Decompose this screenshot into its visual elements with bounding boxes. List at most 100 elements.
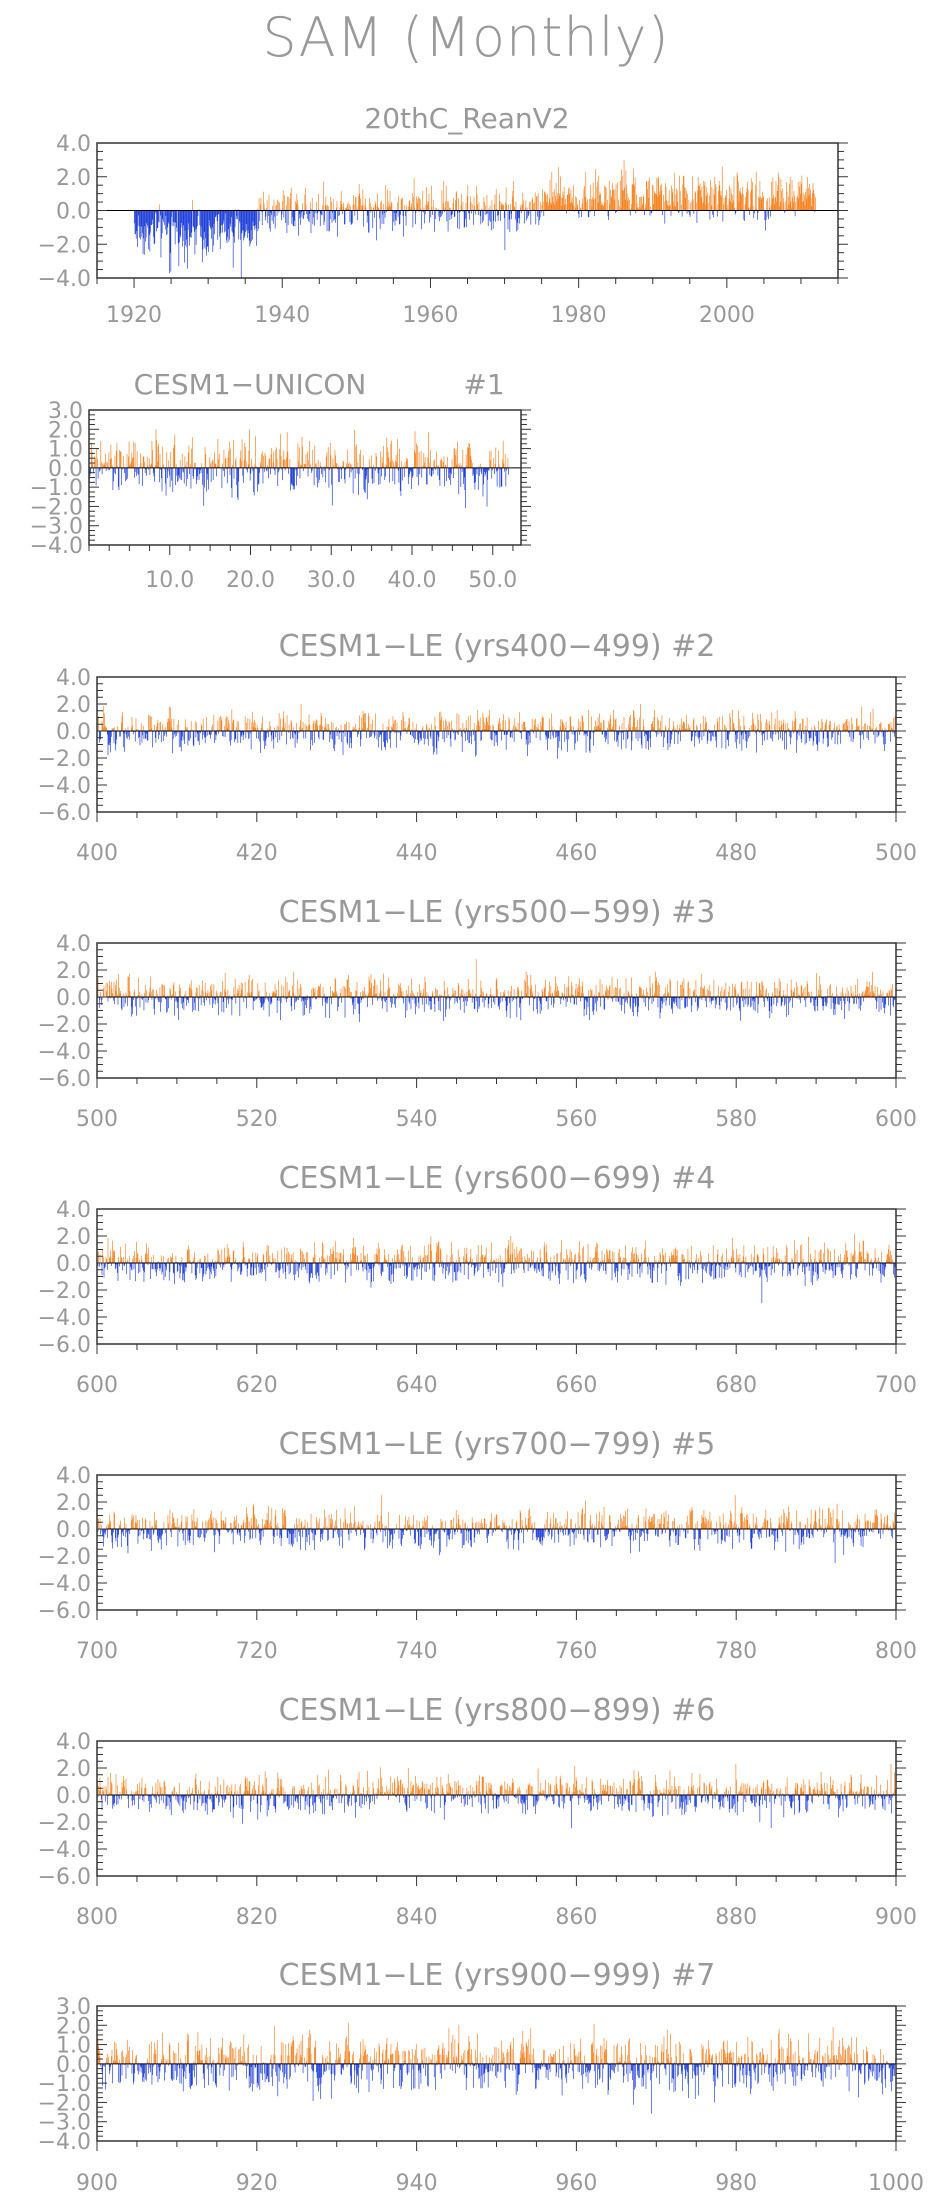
bar-negative xyxy=(775,731,777,735)
bar-negative xyxy=(740,731,742,736)
bar-positive xyxy=(772,177,774,211)
bar-negative xyxy=(385,731,386,750)
bar-negative xyxy=(510,210,512,214)
bar-positive xyxy=(622,190,624,211)
bar-positive xyxy=(713,194,715,211)
bar-positive xyxy=(643,196,645,211)
bar-positive xyxy=(844,729,846,731)
bar-negative xyxy=(179,210,180,243)
bar-positive xyxy=(385,1259,386,1263)
bar-negative xyxy=(193,731,195,747)
bar-negative xyxy=(322,731,324,740)
bar-positive xyxy=(212,459,213,468)
bar-positive xyxy=(500,991,502,997)
bar-positive xyxy=(646,987,647,997)
bar-positive xyxy=(526,993,528,997)
bar-positive xyxy=(708,728,709,731)
bar-positive xyxy=(292,1260,293,1263)
bar-positive xyxy=(854,729,856,731)
bar-negative xyxy=(156,1263,158,1270)
bar-positive xyxy=(609,723,610,731)
bar-positive xyxy=(738,710,739,731)
bar-positive xyxy=(219,1254,221,1263)
bar-negative xyxy=(255,210,256,225)
bar-negative xyxy=(265,210,267,217)
bar-negative xyxy=(557,731,559,737)
bar-negative xyxy=(471,731,472,745)
bar-positive xyxy=(102,705,104,731)
bar-negative xyxy=(711,731,713,733)
bar-negative xyxy=(172,210,174,223)
bar-positive xyxy=(269,1255,271,1263)
bar-positive xyxy=(692,176,693,211)
bar-positive xyxy=(804,729,805,731)
bar-positive xyxy=(327,447,329,468)
bar-negative xyxy=(307,467,309,477)
bar-negative xyxy=(183,210,185,226)
bar-positive xyxy=(368,976,370,997)
bar-positive xyxy=(250,991,252,997)
bar-positive xyxy=(353,204,355,211)
bar-positive xyxy=(654,194,656,211)
bar-negative xyxy=(487,210,489,227)
bar-negative xyxy=(521,731,522,740)
bar-negative xyxy=(696,997,698,1011)
bar-negative xyxy=(707,731,709,741)
bar-positive xyxy=(650,724,652,731)
bar-negative xyxy=(486,467,488,507)
bar-negative xyxy=(280,997,282,1003)
bar-positive xyxy=(158,443,159,468)
bar-negative xyxy=(340,467,342,470)
bar-negative xyxy=(659,997,661,1019)
bar-positive xyxy=(852,991,854,997)
bar-positive xyxy=(286,982,288,997)
bar-positive xyxy=(871,984,873,997)
bar-negative xyxy=(547,731,548,751)
bar-positive xyxy=(605,991,607,997)
bar-positive xyxy=(593,199,595,211)
bar-negative xyxy=(99,731,101,740)
bar-negative xyxy=(379,467,380,470)
bar-positive xyxy=(489,994,491,997)
bar-negative xyxy=(294,731,295,734)
bar-negative xyxy=(379,210,380,219)
bar-positive xyxy=(762,197,764,211)
bar-negative xyxy=(847,997,849,1002)
bar-negative xyxy=(158,997,159,1003)
bar-negative xyxy=(330,997,332,999)
bar-negative xyxy=(170,997,172,1000)
bar-positive xyxy=(627,990,629,997)
bar-positive xyxy=(397,202,398,211)
bar-positive xyxy=(420,1260,422,1263)
bar-negative xyxy=(208,210,210,221)
bar-positive xyxy=(443,980,445,997)
bar-negative xyxy=(627,997,628,1004)
bar-positive xyxy=(818,990,819,997)
bar-positive xyxy=(253,722,255,731)
bar-positive xyxy=(503,993,505,997)
bar-negative xyxy=(622,997,624,999)
bar-negative xyxy=(185,467,187,487)
bar-negative xyxy=(639,731,641,739)
bar-positive xyxy=(312,723,314,731)
bar-positive xyxy=(434,207,436,211)
bar-negative xyxy=(169,467,170,476)
bar-negative xyxy=(334,210,335,220)
bar-negative xyxy=(445,997,446,1017)
bar-negative xyxy=(818,731,820,743)
bar-negative xyxy=(354,467,356,479)
bar-negative xyxy=(231,467,233,498)
bar-negative xyxy=(163,1263,165,1281)
bar-negative xyxy=(196,731,198,734)
bar-negative xyxy=(398,1263,400,1268)
bar-negative xyxy=(256,210,257,246)
bar-negative xyxy=(249,467,251,481)
bar-positive xyxy=(163,984,165,997)
bar-positive xyxy=(729,713,731,731)
bar-positive xyxy=(278,980,279,997)
bar-negative xyxy=(697,731,699,738)
bar-positive xyxy=(445,185,447,211)
bar-positive xyxy=(459,465,460,468)
bar-negative xyxy=(460,210,461,212)
